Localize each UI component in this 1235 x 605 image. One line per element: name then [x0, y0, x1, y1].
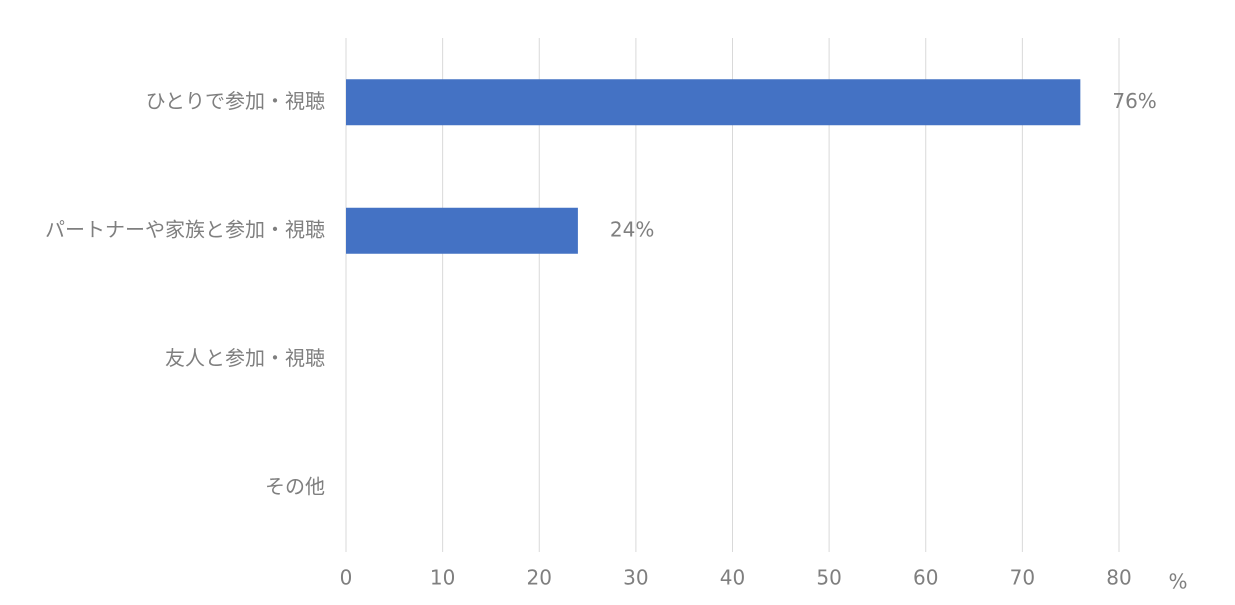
- x-tick-label: 20: [527, 566, 552, 590]
- x-tick-label: 50: [816, 566, 841, 590]
- x-tick-label: 30: [623, 566, 648, 590]
- x-tick-label: 40: [720, 566, 745, 590]
- y-tick-label: ひとりで参加・視聴: [146, 89, 325, 113]
- x-tick-label: 0: [340, 566, 353, 590]
- x-tick-label: 10: [430, 566, 455, 590]
- y-tick-label: その他: [265, 474, 325, 498]
- x-tick-label: 80: [1106, 566, 1131, 590]
- bar: [346, 79, 1081, 126]
- y-tick-label: パートナーや家族と参加・視聴: [45, 217, 325, 241]
- data-label: 76%: [1112, 89, 1156, 113]
- data-label: 24%: [610, 217, 654, 241]
- bar: [346, 207, 578, 254]
- x-tick-label: 60: [913, 566, 938, 590]
- y-tick-label: 友人と参加・視聴: [165, 346, 325, 370]
- x-axis-label: %: [1168, 570, 1187, 594]
- x-tick-label: 70: [1010, 566, 1035, 590]
